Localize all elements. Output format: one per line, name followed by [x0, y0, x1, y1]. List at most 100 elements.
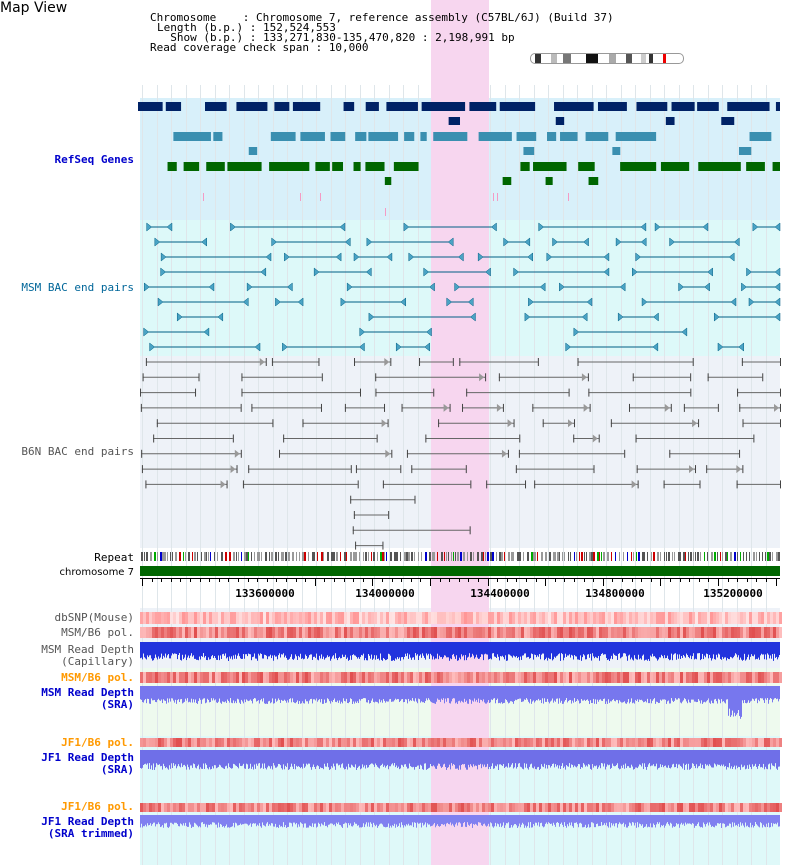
read-depth-bar: [516, 642, 517, 657]
read-depth-bar: [297, 815, 298, 828]
bac-end-marker: [619, 282, 626, 292]
read-depth-bar: [597, 750, 598, 769]
ruler-tick: [507, 578, 508, 582]
read-depth-bar: [685, 642, 686, 658]
read-depth-bar: [727, 642, 728, 659]
read-depth-bar: [491, 642, 492, 660]
read-depth-bar: [492, 642, 493, 654]
read-depth-bar: [254, 750, 255, 765]
polymorphism-cell: [512, 738, 515, 747]
chromosome-ideogram[interactable]: [530, 53, 684, 64]
read-depth-bar: [235, 750, 236, 766]
read-depth-bar: [452, 686, 453, 699]
polymorphism-cell: [149, 738, 152, 747]
dbsnp-cell: [218, 612, 221, 624]
polymorphism-cell: [521, 738, 524, 747]
read-depth-bar: [164, 750, 165, 767]
polymorphism-cell: [383, 672, 386, 683]
repeat-block: [314, 552, 315, 561]
polymorphism-cell: [323, 627, 326, 638]
polymorphism-cell: [659, 738, 662, 747]
read-depth-bar: [696, 686, 697, 703]
read-depth-bar: [541, 750, 542, 765]
polymorphism-cell: [482, 627, 485, 638]
polymorphism-cell: [599, 738, 602, 747]
read-depth-bar: [445, 750, 446, 768]
read-depth-bar: [511, 750, 512, 765]
read-depth-bar: [273, 750, 274, 764]
bac-end-marker: [234, 449, 240, 458]
polymorphism-cell: [569, 672, 572, 683]
read-depth-bar: [717, 815, 718, 824]
read-depth-bar: [296, 642, 297, 657]
refseq-genes-label[interactable]: RefSeq Genes: [54, 153, 134, 166]
read-depth-bar: [208, 750, 209, 770]
read-depth-bar: [719, 642, 720, 655]
read-depth-bar: [287, 642, 288, 660]
read-depth-bar: [770, 815, 771, 828]
read-depth-bar: [777, 686, 778, 699]
msm-depth-sra-sub: (SRA): [100, 698, 134, 711]
read-depth-bar: [331, 686, 332, 701]
read-depth-bar: [443, 750, 444, 765]
polymorphism-cell: [467, 672, 470, 683]
read-depth-bar: [368, 686, 369, 701]
polymorphism-cell: [467, 803, 470, 812]
gene-feature: [330, 132, 346, 141]
read-depth-bar: [408, 750, 409, 769]
read-depth-bar: [549, 642, 550, 659]
polymorphism-cell: [347, 738, 350, 747]
read-depth-bar: [342, 642, 343, 655]
read-depth-bar: [514, 815, 515, 825]
read-depth-bar: [156, 686, 157, 703]
gene-feature: [612, 147, 621, 155]
read-depth-bar: [567, 686, 568, 703]
polymorphism-cell: [395, 803, 398, 812]
polymorphism-cell: [533, 803, 536, 812]
polymorphism-cell: [662, 627, 665, 638]
polymorphism-cell: [161, 803, 164, 812]
read-depth-bar: [289, 642, 290, 659]
msm-bac-label[interactable]: MSM BAC end pairs: [21, 281, 134, 294]
polymorphism-cell: [707, 627, 710, 638]
selected-region-highlight[interactable]: [431, 0, 489, 865]
read-depth-bar: [267, 686, 268, 704]
read-depth-bar: [641, 815, 642, 826]
read-depth-bar: [308, 750, 309, 764]
read-depth-bar: [519, 815, 520, 824]
bac-end-marker: [208, 282, 215, 292]
repeat-block: [183, 552, 184, 561]
repeat-block: [241, 552, 242, 561]
read-depth-bar: [539, 815, 540, 827]
polymorphism-cell: [488, 672, 491, 683]
read-depth-bar: [505, 815, 506, 826]
read-depth-bar: [282, 815, 283, 828]
read-depth-bar: [707, 750, 708, 765]
read-depth-bar: [145, 815, 146, 825]
polymorphism-cell: [548, 803, 551, 812]
polymorphism-cell: [173, 803, 176, 812]
read-depth-bar: [503, 750, 504, 765]
read-depth-bar: [167, 815, 168, 828]
polymorphism-cell: [536, 803, 539, 812]
read-depth-bar: [485, 686, 486, 704]
bac-end-marker: [220, 480, 226, 489]
read-depth-bar: [193, 750, 194, 764]
read-depth-bar: [560, 642, 561, 661]
read-depth-bar: [674, 642, 675, 654]
read-depth-bar: [565, 750, 566, 770]
read-depth-bar: [769, 642, 770, 659]
read-depth-bar: [727, 815, 728, 826]
read-depth-bar: [204, 815, 205, 824]
grid-line: [577, 85, 578, 865]
polymorphism-cell: [320, 738, 323, 747]
polymorphism-cell: [470, 672, 473, 683]
gene-marker: [300, 193, 301, 201]
polymorphism-cell: [305, 627, 308, 638]
read-depth-bar: [733, 750, 734, 768]
read-depth-bar: [504, 642, 505, 660]
b6n-bac-label[interactable]: B6N BAC end pairs: [21, 445, 134, 458]
read-depth-bar: [251, 686, 252, 701]
read-depth-bar: [689, 642, 690, 659]
